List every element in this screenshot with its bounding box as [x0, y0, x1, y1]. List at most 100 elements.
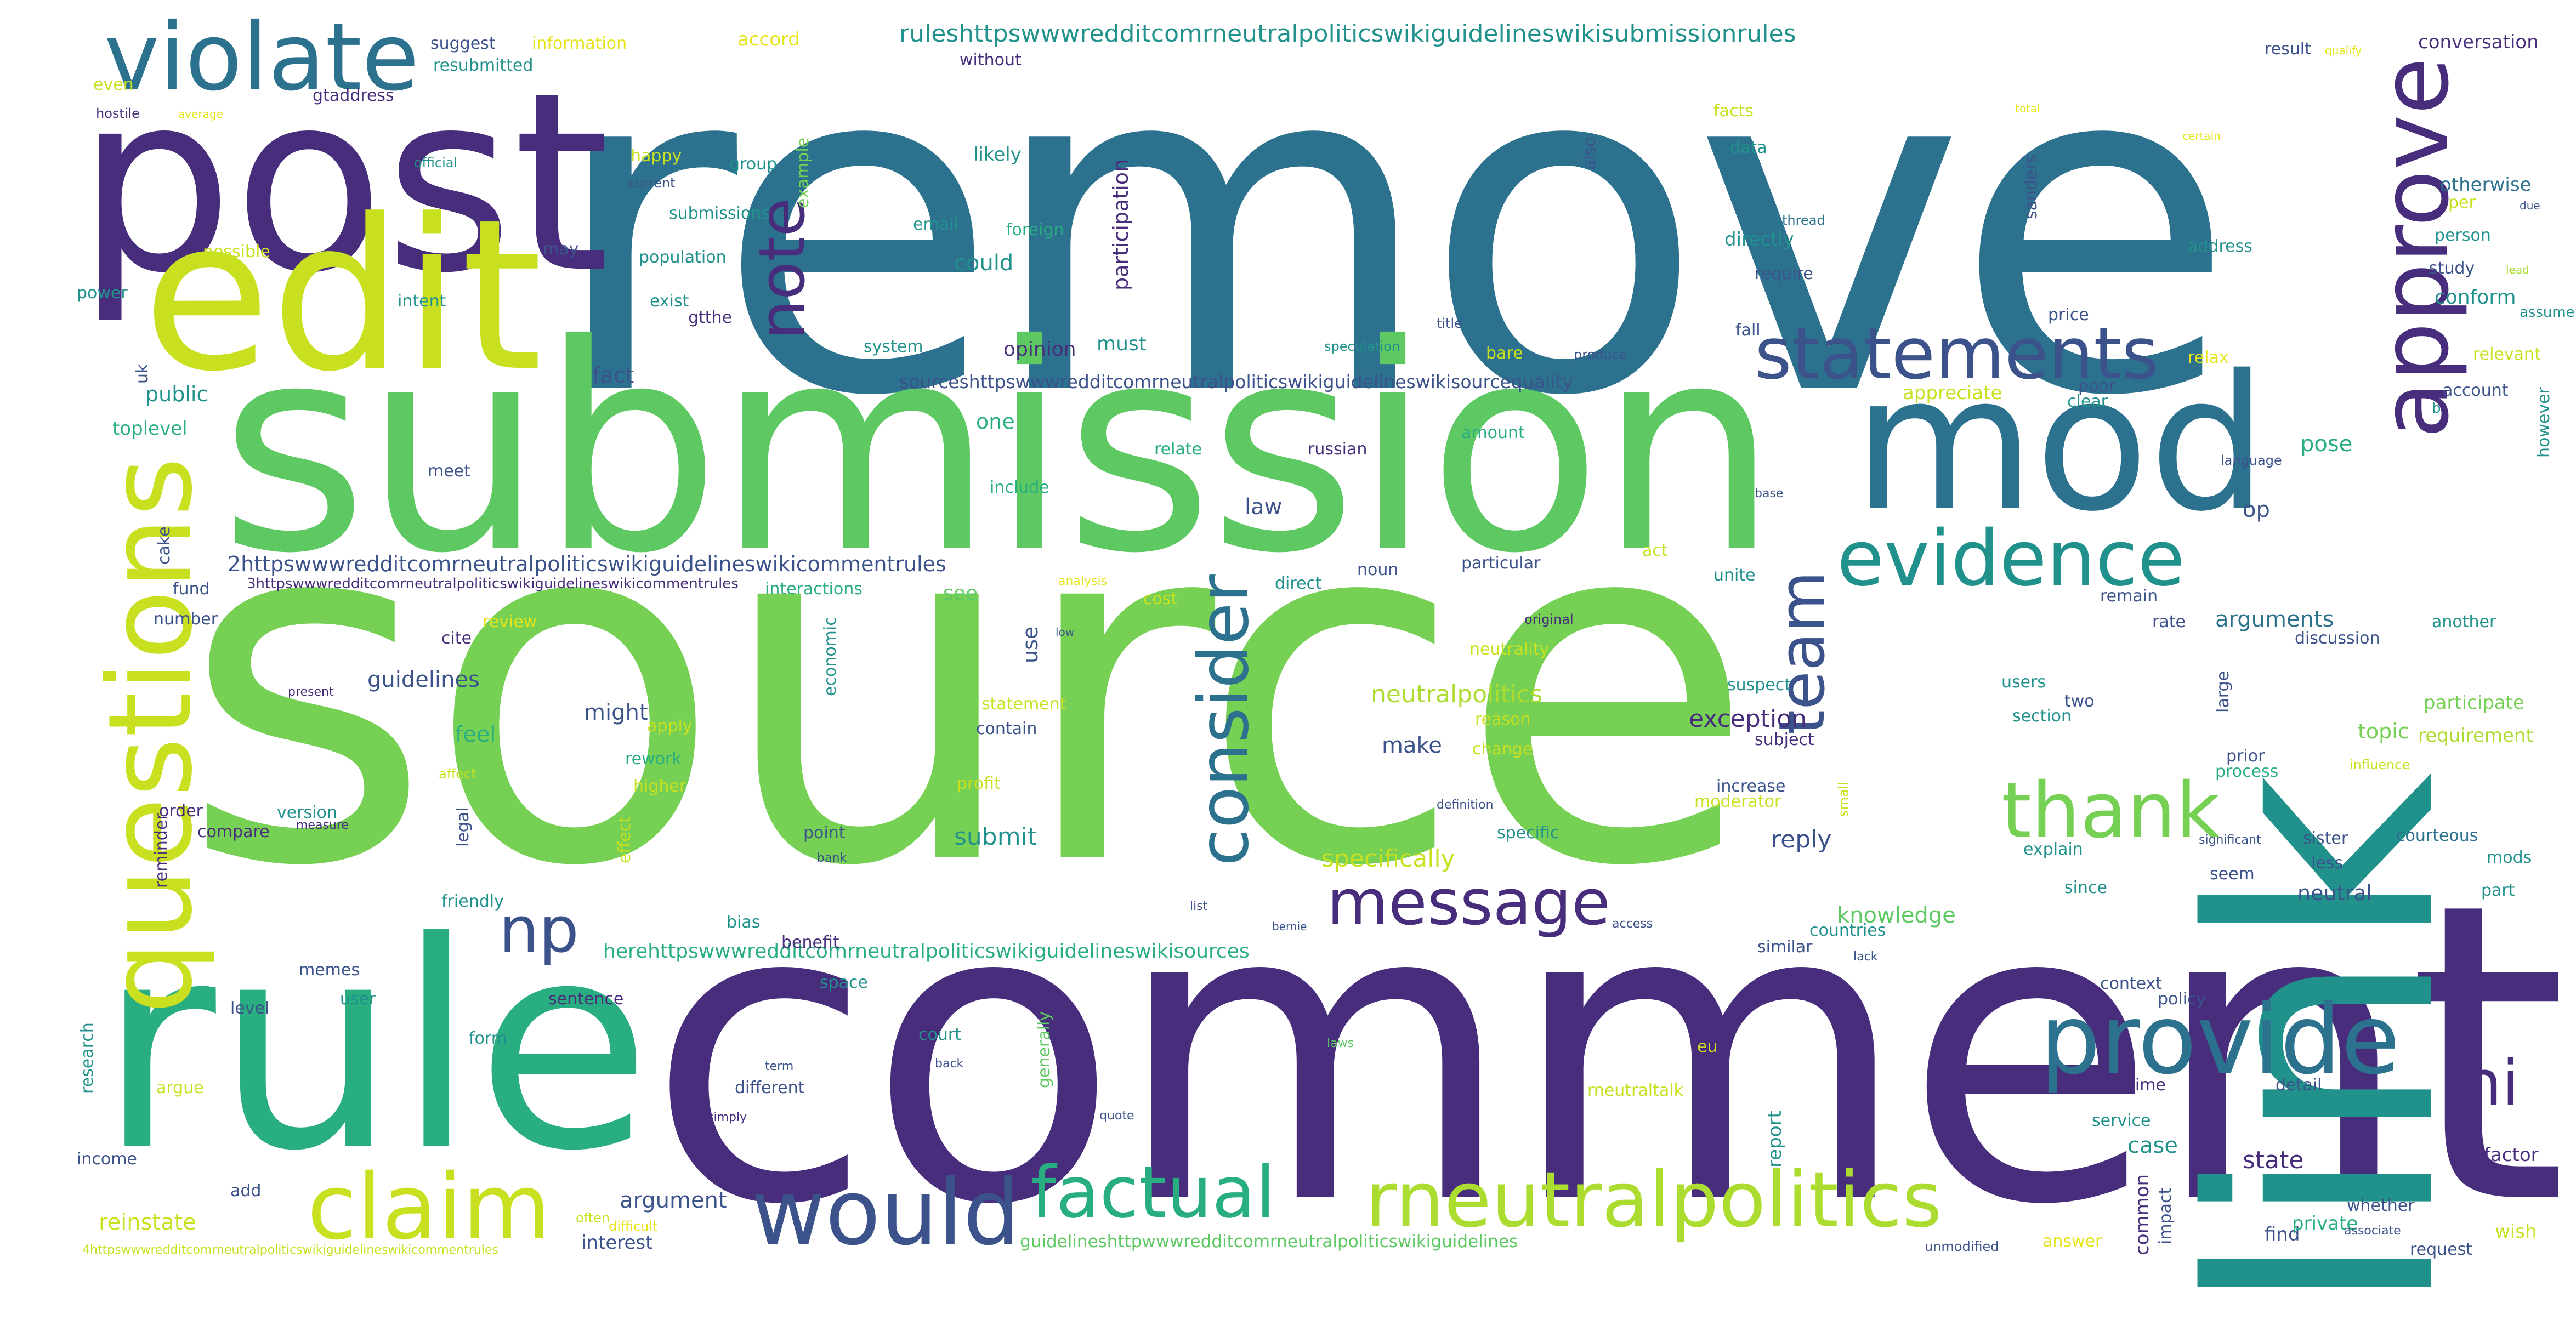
word-ruleshttps: ruleshttpswwwredditcomrneutralpoliticswi…	[899, 20, 1796, 48]
word-accord: accord	[737, 29, 800, 50]
word-relax: relax	[2188, 348, 2229, 367]
word-large: large	[2214, 670, 2233, 713]
word-measure: measure	[296, 818, 349, 832]
word-research: research	[78, 1022, 97, 1094]
word-violate: violate	[104, 3, 419, 112]
word-message: message	[1327, 866, 1610, 940]
word-without: without	[960, 50, 1022, 70]
word-system: system	[864, 337, 923, 356]
word-relate: relate	[1154, 440, 1202, 459]
word-specific: specific	[1497, 823, 1559, 843]
word-base: base	[1755, 487, 1784, 500]
word-version: version	[277, 803, 337, 822]
word-np: np	[499, 894, 579, 967]
word-argument: argument	[620, 1188, 727, 1213]
word-even: even	[93, 75, 134, 94]
word-remain: remain	[2100, 587, 2158, 606]
word-small: small	[1836, 782, 1851, 817]
word-evidence: evidence	[1837, 514, 2185, 604]
word-bank: bank	[817, 851, 847, 865]
word-direct: direct	[1275, 574, 1322, 593]
word-service: service	[2092, 1111, 2151, 1130]
word-higher: higher	[633, 777, 686, 796]
word-herehttps: herehttpswwwredditcomrneutralpoliticswik…	[603, 940, 1250, 963]
word-happy: happy	[631, 146, 682, 166]
word-unmodified: unmodified	[1925, 1239, 1999, 1254]
word-official: official	[414, 155, 458, 170]
word-cite: cite	[441, 629, 472, 648]
word-sanders: sanders	[2022, 154, 2041, 220]
word-statement: statement	[981, 695, 1066, 714]
word-2https: 2httpswwwredditcomrneutralpoliticswikigu…	[228, 552, 946, 576]
word-subject: subject	[1755, 730, 1814, 749]
word-must: must	[1097, 333, 1147, 355]
word-number: number	[154, 610, 218, 629]
word-common: common	[2131, 1174, 2153, 1255]
word-sourceshttps: sourceshttpswwwredditcomrneutralpolitics…	[899, 371, 1573, 392]
word-4https: 4httpswwwredditcomrneutralpoliticswikigu…	[82, 1243, 498, 1257]
word-access: access	[1612, 917, 1653, 931]
word-would: would	[751, 1160, 1021, 1265]
word-answer: answer	[2042, 1232, 2102, 1251]
word-provide: provide	[2040, 985, 2401, 1096]
word-current: current	[628, 175, 676, 191]
word-rneutralpolitics: rneutralpolitics	[1365, 1156, 1942, 1245]
word-statements: statements	[1755, 312, 2159, 395]
word-review: review	[483, 612, 537, 631]
word-foreign: foreign	[1006, 220, 1064, 240]
word-result: result	[2265, 39, 2311, 59]
word-original: original	[1524, 612, 1574, 627]
word-detail: detail	[2276, 1076, 2322, 1095]
word-fall: fall	[1735, 321, 1761, 340]
word-appreciate: appreciate	[1903, 382, 2002, 404]
word-participate: participate	[2424, 692, 2524, 714]
word-guidelineshttp: guidelineshttpwwwredditcomrneutralpoliti…	[1020, 1232, 1518, 1251]
word-prior: prior	[2226, 747, 2265, 766]
word-impact: impact	[2156, 1187, 2175, 1244]
word-significant: significant	[2199, 833, 2261, 847]
word-economic: economic	[821, 617, 840, 696]
word-could: could	[954, 251, 1014, 276]
word-quote: quote	[1099, 1109, 1134, 1123]
word-apply: apply	[647, 716, 693, 736]
word-possible: possible	[203, 242, 270, 261]
word-account: account	[2443, 381, 2509, 400]
word-users: users	[2001, 673, 2046, 692]
word-person: person	[2435, 226, 2491, 245]
word-act: act	[1642, 541, 1668, 560]
word-discussion: discussion	[2295, 629, 2380, 648]
word-explain: explain	[2023, 840, 2083, 859]
word-present: present	[288, 685, 334, 699]
word-part: part	[2481, 881, 2515, 900]
word-seem: seem	[2210, 864, 2255, 884]
word-suspect: suspect	[1727, 675, 1791, 695]
word-thread: thread	[1782, 213, 1825, 228]
word-case: case	[2127, 1133, 2178, 1158]
word-title: title	[1437, 316, 1462, 331]
word-section: section	[2012, 707, 2072, 726]
word-generally: generally	[1035, 1011, 1054, 1088]
word-state: state	[2243, 1146, 2304, 1174]
word-less: less	[2311, 854, 2344, 873]
word-topic: topic	[2358, 719, 2409, 743]
word-another: another	[2432, 612, 2496, 631]
word-report: report	[1764, 1111, 1786, 1168]
word-process: process	[2215, 762, 2279, 781]
word-countries: countries	[1809, 921, 1886, 940]
word-memes: memes	[299, 960, 360, 980]
word-knowledge: knowledge	[1837, 903, 1956, 928]
word-include: include	[990, 478, 1049, 497]
word-term: term	[765, 1060, 794, 1073]
word-moderator: moderator	[1694, 792, 1781, 811]
word-income: income	[77, 1150, 137, 1169]
word-facts: facts	[1713, 101, 1754, 121]
word-particular: particular	[1461, 554, 1541, 573]
word-b: b	[2432, 400, 2441, 417]
word-contain: contain	[976, 719, 1037, 738]
word-factual: factual	[1031, 1151, 1276, 1234]
word-sister: sister	[2303, 829, 2348, 848]
word-rneutraltalk: rneutraltalk	[1587, 1081, 1683, 1100]
word-price: price	[2048, 305, 2089, 325]
word-group: group	[729, 155, 778, 174]
